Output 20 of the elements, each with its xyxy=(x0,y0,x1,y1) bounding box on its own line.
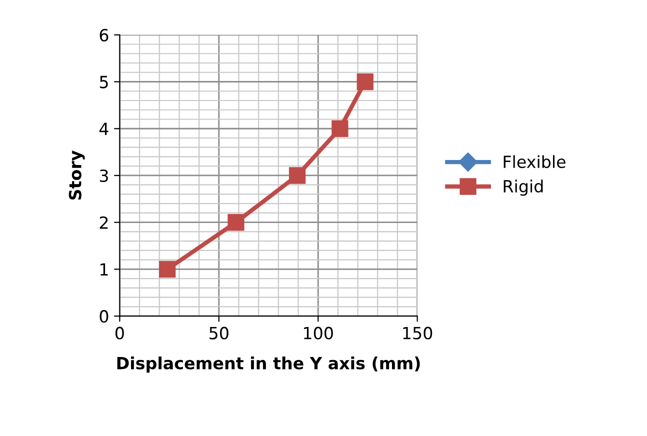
y-tick-label: 4 xyxy=(99,122,108,135)
x-tick-label: 50 xyxy=(210,326,228,340)
y-tick-label: 1 xyxy=(100,263,108,276)
y-tick-label: 3 xyxy=(100,169,108,182)
y-tick-label: 0 xyxy=(100,310,108,323)
point xyxy=(228,214,244,231)
point xyxy=(356,73,374,90)
legend-label: Flexible xyxy=(504,155,566,168)
point xyxy=(332,120,348,137)
x-axis-title: Displacement in the Y axis (mm) xyxy=(117,356,420,373)
y-tick-label: 6 xyxy=(100,28,108,42)
point xyxy=(158,260,176,278)
legend-label: Rigid xyxy=(504,180,543,196)
x-tick-label: 150 xyxy=(403,326,432,340)
y-tick-label: 2 xyxy=(100,216,108,229)
point xyxy=(288,167,306,184)
x-tick-label: 100 xyxy=(304,326,333,340)
y-tick-label: 5 xyxy=(100,76,108,88)
x-tick-label: 0 xyxy=(115,326,124,340)
y-axis-title: Story xyxy=(68,150,85,200)
